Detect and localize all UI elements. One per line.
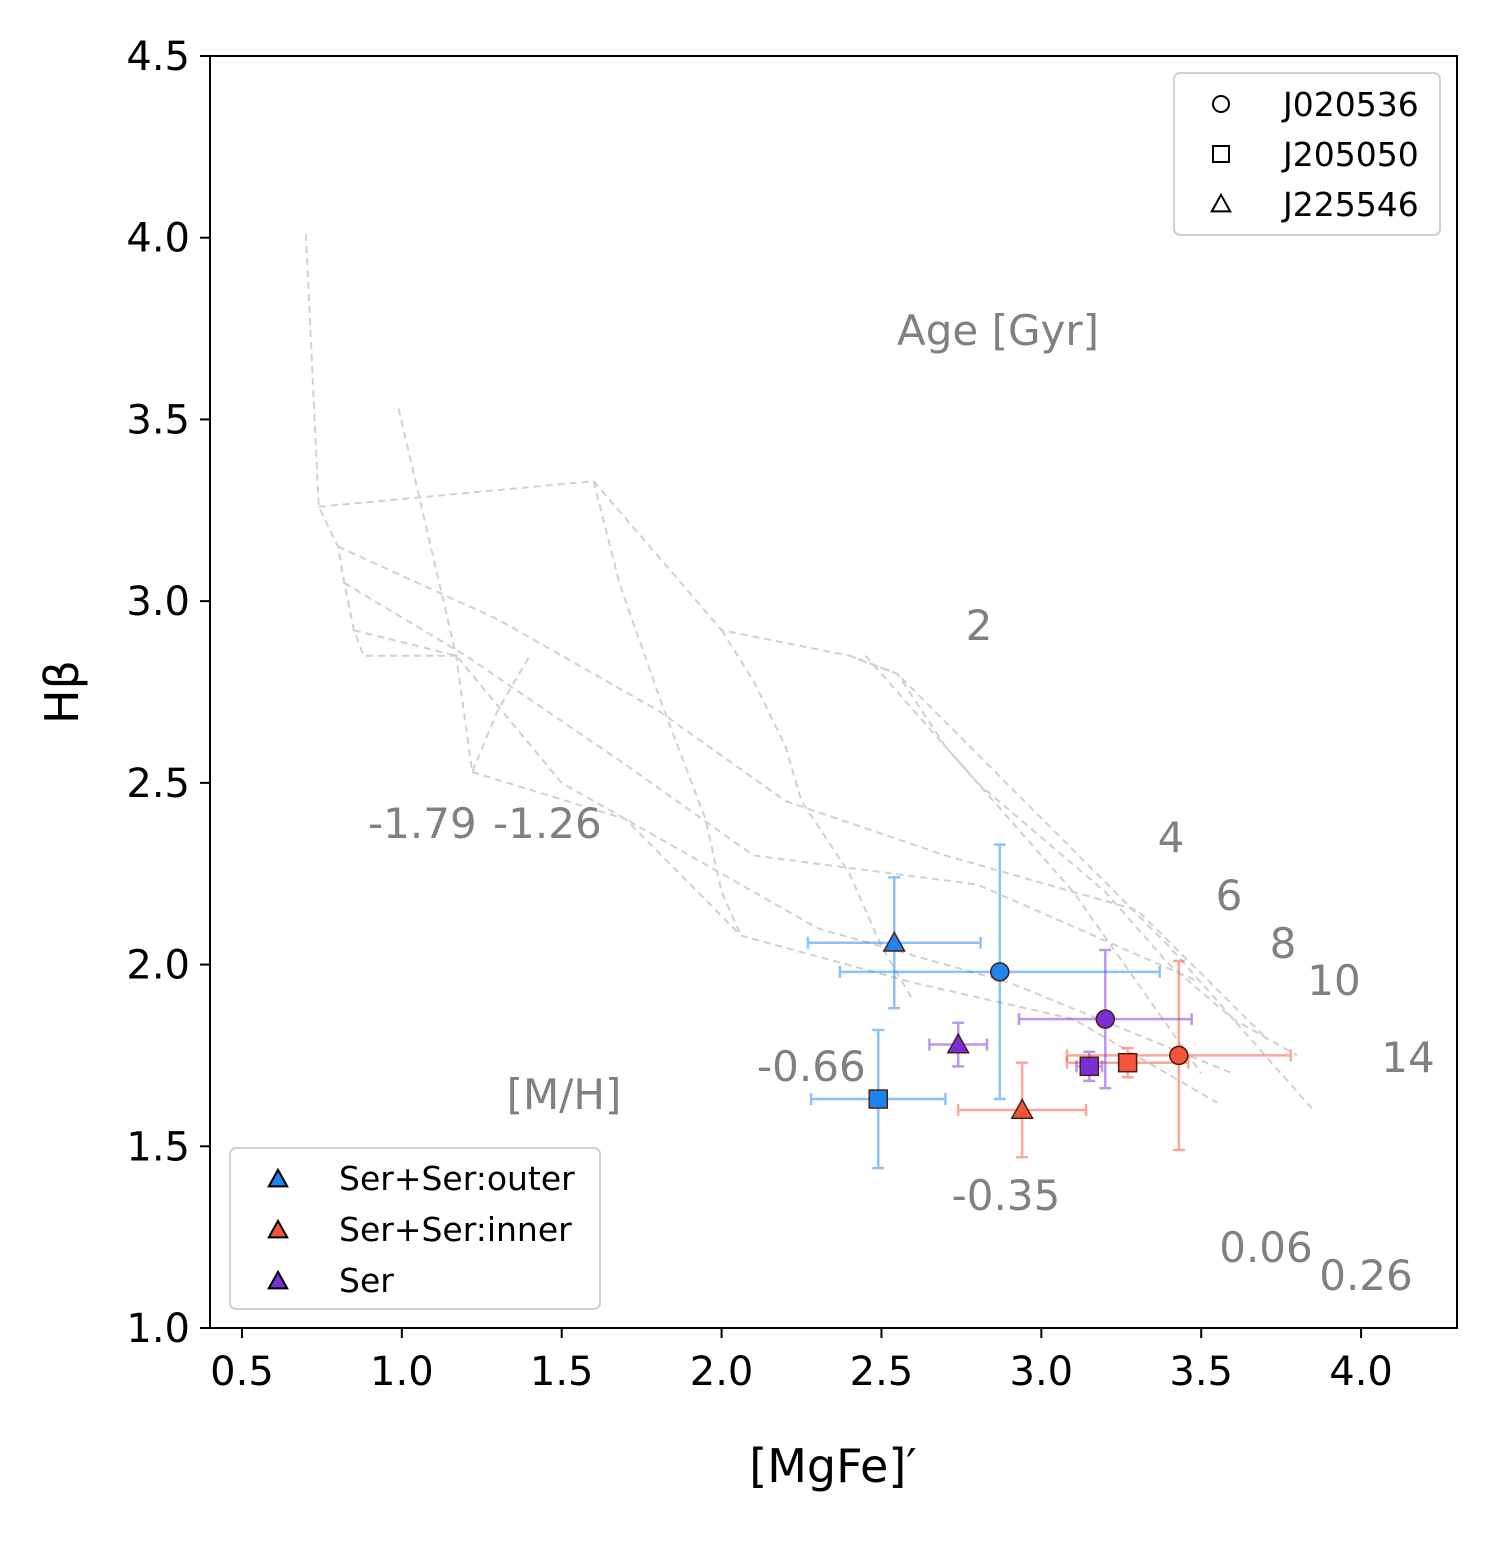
legend-label: J225546 xyxy=(1281,185,1419,224)
metallicity-label-5: 0.26 xyxy=(1319,1251,1413,1300)
metallicity-label-0: -1.79 xyxy=(368,799,477,848)
y-tick-label: 1.0 xyxy=(126,1306,190,1352)
y-tick-label: 3.5 xyxy=(126,397,190,443)
legend-series-marker xyxy=(267,1269,289,1290)
age-line-1 xyxy=(397,408,531,776)
x-axis-title: [MgFe]′ xyxy=(749,1439,916,1493)
metallicity-line-3 xyxy=(353,629,1234,1075)
data-point-2-0 xyxy=(1095,1009,1116,1029)
data-point-2-2 xyxy=(946,1032,970,1054)
data-point-1-2 xyxy=(1010,1098,1034,1119)
age-line-4 xyxy=(849,654,1203,1075)
mh-title: [M/H] xyxy=(507,1070,622,1119)
legend-label: Ser+Ser:outer xyxy=(339,1159,575,1198)
legend-label: J020536 xyxy=(1281,85,1419,124)
age-label-0: 2 xyxy=(966,601,993,650)
legend-label: J205050 xyxy=(1281,135,1419,174)
legend-series-marker xyxy=(267,1218,289,1239)
x-tick-label: 2.5 xyxy=(850,1349,914,1395)
metallicity-label-2: -0.66 xyxy=(757,1042,866,1091)
y-tick-label: 2.5 xyxy=(126,761,190,807)
legend-box xyxy=(1173,72,1441,236)
age-line-0 xyxy=(304,234,457,657)
plot-frame xyxy=(209,55,1458,1329)
legend-label: Ser xyxy=(339,1261,394,1300)
x-tick-label: 0.5 xyxy=(210,1349,274,1395)
metallicity-line-2 xyxy=(343,582,1202,984)
data-point-0-0 xyxy=(990,962,1010,982)
data-points xyxy=(868,930,1189,1119)
model-grid xyxy=(304,234,1314,1111)
age-title: Age [Gyr] xyxy=(897,306,1099,355)
age-label-3: 8 xyxy=(1270,919,1297,968)
y-tick-label: 4.0 xyxy=(126,216,190,262)
age-line-3 xyxy=(720,629,915,1002)
legend-marker-circle xyxy=(1212,95,1230,113)
metallicity-line-0 xyxy=(318,480,1314,1111)
legend-label: Ser+Ser:inner xyxy=(339,1210,572,1249)
legend-marker-triangle xyxy=(1210,192,1232,213)
x-tick-label: 1.0 xyxy=(370,1349,434,1395)
metallicity-line-4 xyxy=(471,771,1218,1104)
axes: 0.5 1.0 1.5 2.0 2.5 3.0 3.5 4.0 1.0 1.5 2.0 2.5 3.0 3… xyxy=(126,34,1393,1395)
x-tick-label: 3.0 xyxy=(1010,1349,1074,1395)
legend-box xyxy=(229,1147,601,1310)
data-point-2-1 xyxy=(1079,1056,1100,1077)
y-tick-label: 3.0 xyxy=(126,579,190,625)
legend-markers: J020536 J205050 J225546 xyxy=(1173,72,1441,236)
legend-marker-square xyxy=(1212,145,1230,163)
age-line-5 xyxy=(864,655,1298,1057)
y-tick-label: 1.5 xyxy=(126,1124,190,1170)
data-point-0-1 xyxy=(868,1089,889,1109)
x-tick-label: 1.5 xyxy=(530,1349,594,1395)
x-tick-label: 3.5 xyxy=(1169,1349,1233,1395)
y-tick-label: 2.0 xyxy=(126,943,190,989)
metallicity-label-1: -1.26 xyxy=(493,799,602,848)
x-tick-label: 2.0 xyxy=(690,1349,754,1395)
age-label-2: 6 xyxy=(1216,871,1243,920)
metallicity-label-3: -0.35 xyxy=(952,1171,1061,1220)
data-point-1-0 xyxy=(1169,1045,1189,1066)
age-label-1: 4 xyxy=(1158,813,1185,862)
age-line-2 xyxy=(592,480,742,936)
y-axis-title: Hβ xyxy=(35,660,89,724)
metallicity-label-4: 0.06 xyxy=(1219,1223,1313,1272)
data-point-1-1 xyxy=(1117,1052,1138,1073)
metallicity-line-1 xyxy=(337,545,1266,1039)
age-label-5: 14 xyxy=(1381,1033,1434,1082)
y-tick-label: 4.5 xyxy=(126,34,190,80)
legend-series-marker xyxy=(267,1167,289,1188)
age-label-4: 10 xyxy=(1307,956,1360,1005)
x-tick-label: 4.0 xyxy=(1329,1349,1393,1395)
data-point-0-2 xyxy=(882,930,906,952)
legend-series: Ser+Ser:outer Ser+Ser:inner Ser xyxy=(229,1147,601,1310)
